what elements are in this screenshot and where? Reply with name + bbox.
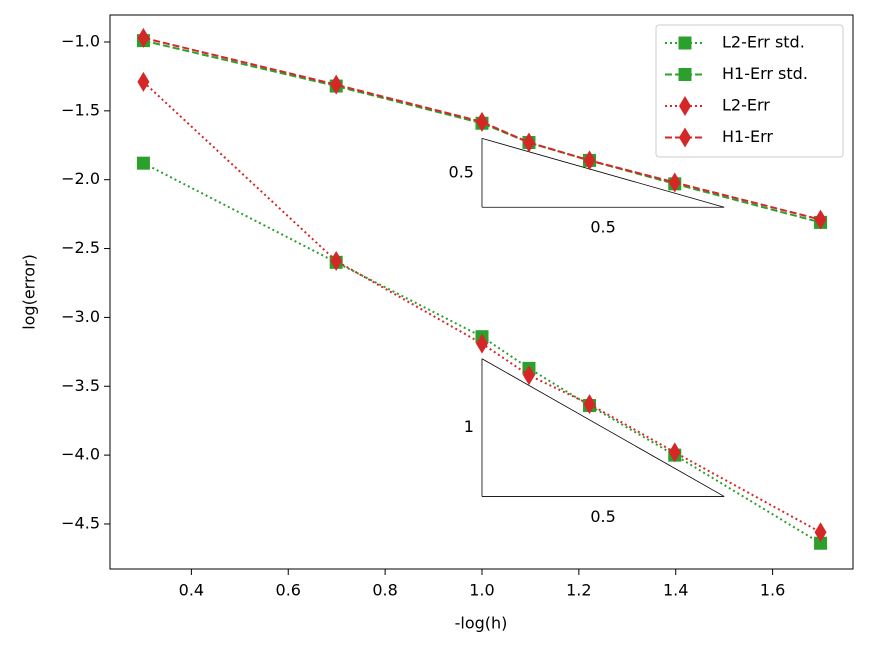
legend-box xyxy=(655,24,844,158)
x-axis-label: -log(h) xyxy=(455,614,508,633)
marker xyxy=(668,442,681,463)
y-tick-label: −3.0 xyxy=(61,307,100,326)
x-tick-label: 0.8 xyxy=(372,581,397,600)
marker xyxy=(475,333,488,354)
y-tick-label: −4.0 xyxy=(61,445,100,464)
triangle-width-label: 0.5 xyxy=(590,507,615,526)
marker xyxy=(814,522,827,543)
legend-marker xyxy=(678,68,692,81)
marker xyxy=(137,27,150,48)
triangle-height-label: 1 xyxy=(464,417,474,436)
triangle-slope xyxy=(481,138,725,208)
plot-frame xyxy=(109,14,854,570)
x-tick-label: 0.6 xyxy=(276,581,301,600)
triangle-width-label: 0.5 xyxy=(590,218,615,237)
y-axis-label: log(error) xyxy=(20,254,39,330)
marker xyxy=(522,365,535,386)
legend-label: L2-Err std. xyxy=(722,33,805,52)
x-tick-label: 1.0 xyxy=(469,581,494,600)
marker xyxy=(330,74,343,95)
legend-label: L2-Err xyxy=(722,96,770,115)
y-tick-label: −4.5 xyxy=(61,513,100,532)
legend-marker xyxy=(679,127,691,148)
marker xyxy=(330,250,343,271)
marker xyxy=(136,156,150,170)
y-tick-label: −3.5 xyxy=(61,376,100,395)
y-tick-label: −2.5 xyxy=(61,238,100,257)
marker xyxy=(583,150,596,171)
marker xyxy=(522,132,535,153)
x-tick-label: 1.2 xyxy=(566,581,591,600)
marker xyxy=(814,536,828,550)
x-tick-label: 1.6 xyxy=(760,581,785,600)
legend-label: H1-Err xyxy=(722,127,773,146)
triangle-height-label: 0.5 xyxy=(449,162,474,181)
marker xyxy=(475,111,488,132)
marker xyxy=(668,172,681,193)
legend-marker xyxy=(678,36,692,50)
marker xyxy=(814,209,827,230)
marker xyxy=(583,394,596,415)
y-tick-label: −1.5 xyxy=(61,100,100,119)
y-tick-label: −2.0 xyxy=(61,169,100,188)
y-tick-label: −1.0 xyxy=(61,31,100,50)
legend-marker xyxy=(679,96,691,116)
legend-label: H1-Err std. xyxy=(722,64,808,83)
marker xyxy=(137,71,150,92)
x-tick-label: 1.4 xyxy=(663,581,688,600)
legend: L2-Err std. H1-Err std. L2-Err H1-Err xyxy=(655,24,844,158)
x-tick-label: 0.4 xyxy=(179,581,204,600)
triangle-slope xyxy=(481,358,725,497)
